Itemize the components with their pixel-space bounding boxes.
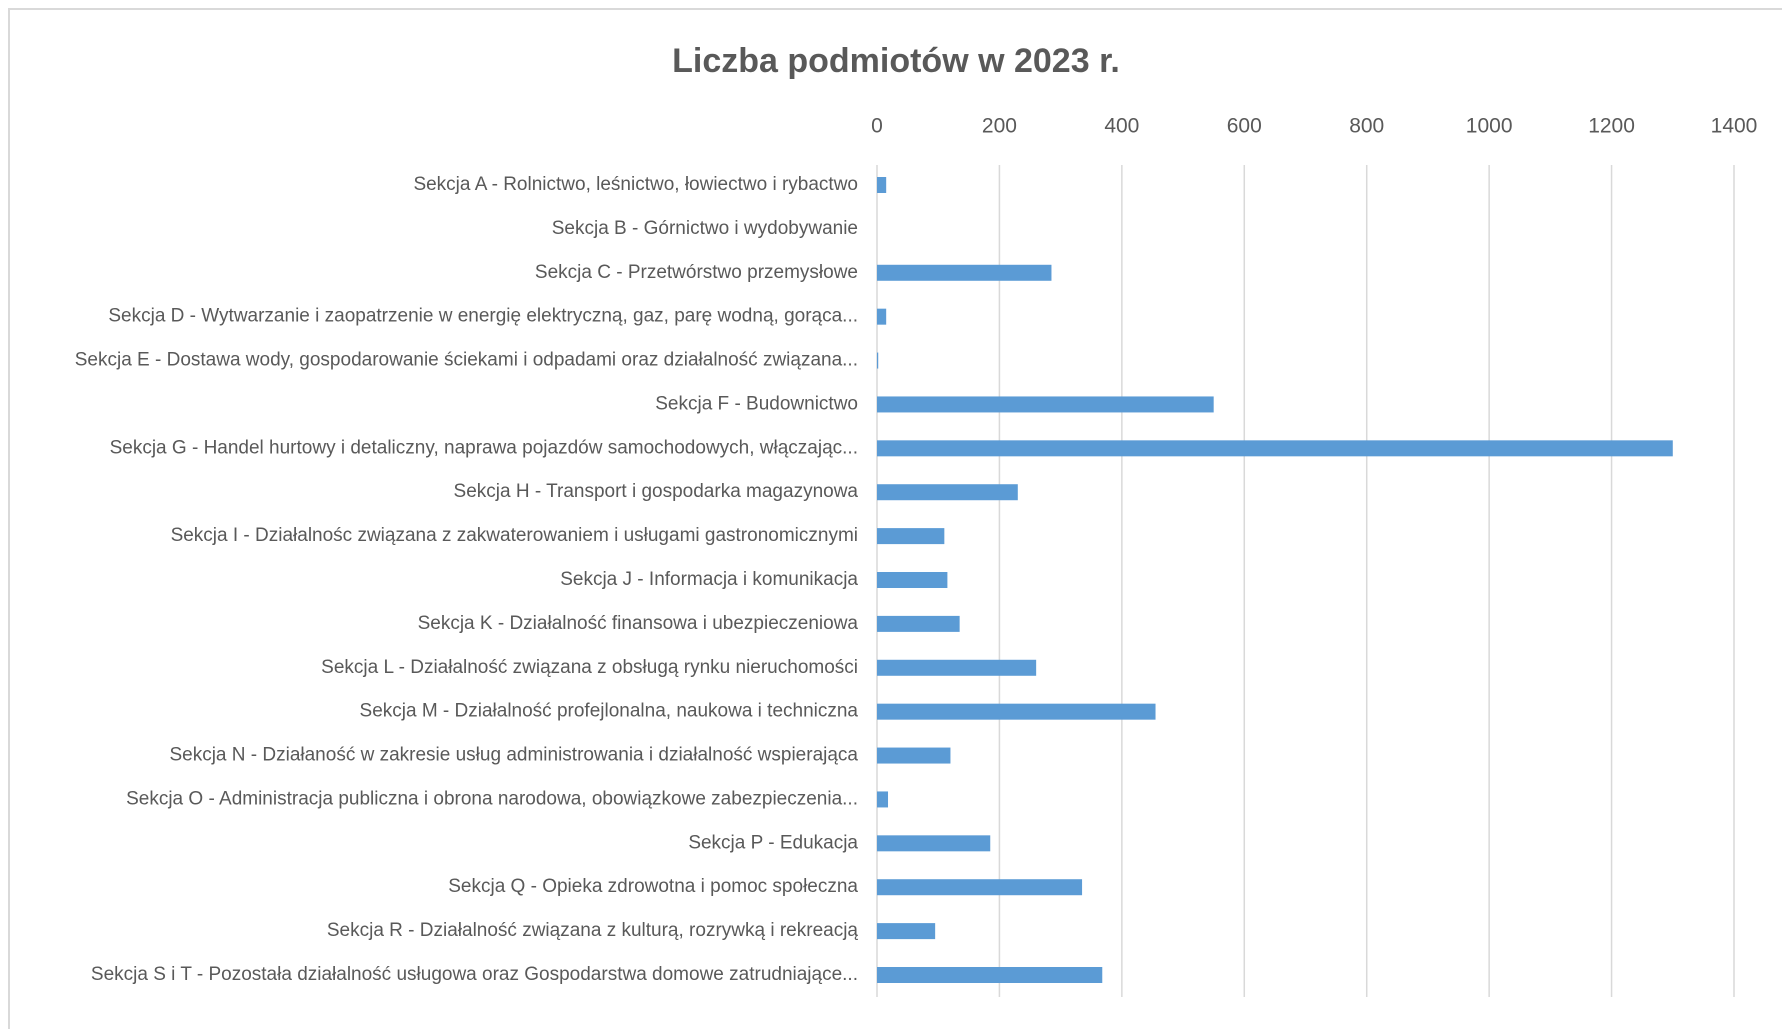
y-tick-label: Sekcja N - Działaność w zakresie usług a… <box>169 745 858 766</box>
y-tick-label: Sekcja D - Wytwarzanie i zaopatrzenie w … <box>108 306 858 327</box>
y-tick-label: Sekcja H - Transport i gospodarka magazy… <box>454 481 859 502</box>
bar <box>877 791 889 808</box>
bar <box>877 615 960 632</box>
y-tick-label: Sekcja M - Działalność profejlonalna, na… <box>360 701 859 722</box>
bar <box>877 967 1103 983</box>
x-tick-label: 600 <box>1227 115 1262 138</box>
bar <box>877 703 1156 720</box>
y-tick-label: Sekcja Q - Opieka zdrowotna i pomoc społ… <box>448 876 858 897</box>
x-tick-label: 1400 <box>1711 115 1758 138</box>
y-tick-label: Sekcja I - Działalnośc związana z zakwat… <box>171 525 858 546</box>
bar <box>877 572 948 588</box>
bar <box>877 879 1083 896</box>
chart-border <box>8 8 1782 1029</box>
y-tick-label: Sekcja R - Działalność związana z kultur… <box>327 920 859 941</box>
bar <box>877 835 991 852</box>
x-tick-label: 1200 <box>1588 115 1635 138</box>
y-tick-label: Sekcja L - Działalność związana z obsług… <box>321 657 858 678</box>
y-tick-label: Sekcja G - Handel hurtowy i detaliczny, … <box>110 437 858 458</box>
bar <box>877 440 1673 457</box>
bar <box>877 747 951 764</box>
chart-title: Liczba podmiotów w 2023 r. <box>672 42 1120 80</box>
bar <box>877 396 1214 413</box>
y-tick-label: Sekcja B - Górnictwo i wydobywanie <box>552 218 858 239</box>
bar <box>877 659 1037 676</box>
bar <box>877 264 1052 281</box>
bar <box>877 308 887 325</box>
y-tick-label: Sekcja C - Przetwórstwo przemysłowe <box>535 262 858 283</box>
x-tick-label: 200 <box>982 115 1017 138</box>
x-tick-label: 400 <box>1104 115 1139 138</box>
y-tick-label: Sekcja A - Rolnictwo, leśnictwo, łowiect… <box>413 174 858 195</box>
x-tick-label: 0 <box>871 115 883 138</box>
x-tick-label: 1000 <box>1466 115 1513 138</box>
y-tick-label: Sekcja K - Działalność finansowa i ubezp… <box>418 613 859 634</box>
bar <box>877 528 945 545</box>
bar <box>877 484 1018 501</box>
y-tick-label: Sekcja O - Administracja publiczna i obr… <box>126 788 858 809</box>
y-tick-label: Sekcja S i T - Pozostała działalność usł… <box>91 964 858 985</box>
y-tick-label: Sekcja J - Informacja i komunikacja <box>560 569 858 590</box>
bar <box>877 352 879 369</box>
y-tick-label: Sekcja P - Edukacja <box>688 832 858 853</box>
y-tick-label: Sekcja F - Budownictwo <box>655 393 858 414</box>
bar <box>877 177 887 193</box>
y-tick-label: Sekcja E - Dostawa wody, gospodarowanie … <box>75 350 858 371</box>
x-tick-label: 800 <box>1349 115 1384 138</box>
bar <box>877 923 936 940</box>
